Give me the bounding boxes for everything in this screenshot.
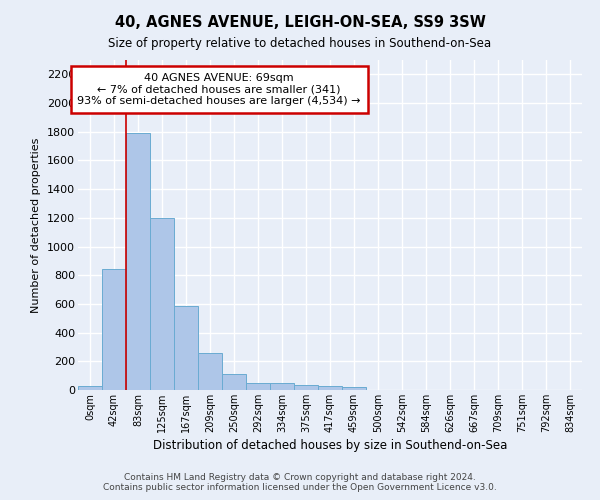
X-axis label: Distribution of detached houses by size in Southend-on-Sea: Distribution of detached houses by size … <box>153 439 507 452</box>
Bar <box>78 386 102 390</box>
Bar <box>342 388 366 390</box>
Text: Contains HM Land Registry data © Crown copyright and database right 2024.
Contai: Contains HM Land Registry data © Crown c… <box>103 473 497 492</box>
Text: Size of property relative to detached houses in Southend-on-Sea: Size of property relative to detached ho… <box>109 38 491 51</box>
Bar <box>150 218 174 390</box>
Bar <box>222 374 246 390</box>
Y-axis label: Number of detached properties: Number of detached properties <box>31 138 41 312</box>
Bar <box>246 383 270 390</box>
Text: 40 AGNES AVENUE: 69sqm
← 7% of detached houses are smaller (341)
93% of semi-det: 40 AGNES AVENUE: 69sqm ← 7% of detached … <box>77 73 361 106</box>
Bar <box>198 352 222 390</box>
Bar <box>294 386 318 390</box>
Text: 40, AGNES AVENUE, LEIGH-ON-SEA, SS9 3SW: 40, AGNES AVENUE, LEIGH-ON-SEA, SS9 3SW <box>115 15 485 30</box>
Bar <box>126 133 150 390</box>
Bar <box>270 383 294 390</box>
Bar <box>174 306 198 390</box>
Bar <box>102 269 126 390</box>
Bar <box>318 386 342 390</box>
